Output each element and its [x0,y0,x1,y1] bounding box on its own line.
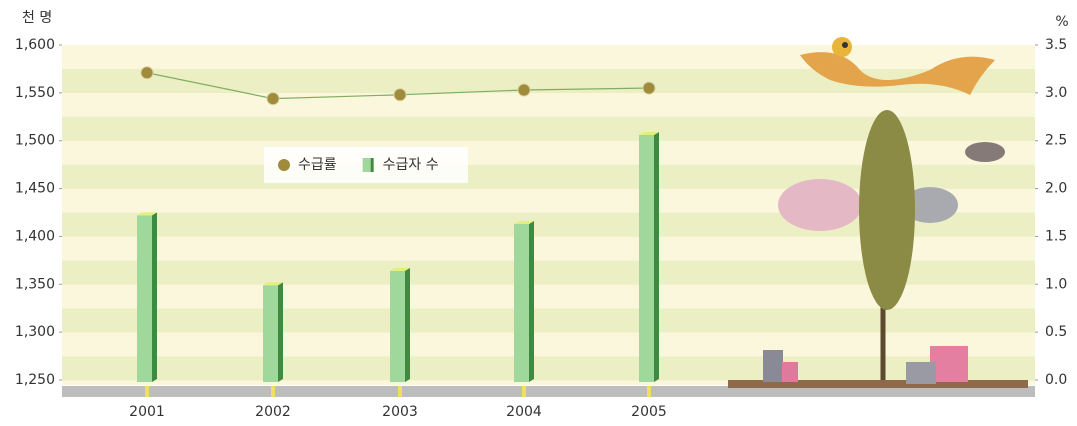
point [266,92,280,106]
y2-tick-label: 3.0 [1045,85,1067,101]
point [517,83,531,97]
bar [137,215,152,382]
bar-top [263,282,283,286]
y-tick-label: 1,350 [15,276,55,292]
legend-label: 수급자 수 [383,157,439,173]
y2-tick-label: 3.5 [1045,37,1067,53]
stripe [62,356,1035,381]
y-tick-label: 1,600 [15,37,55,53]
point [642,81,656,95]
bar-side [654,131,659,382]
y-tick-label: 1,250 [15,372,55,388]
legend-marker [362,158,371,172]
bar-top [390,267,410,271]
legend-label: 수급률 [298,157,337,173]
stripe [62,308,1035,333]
bar-top [639,131,659,135]
x-tick-label: 2001 [129,404,165,420]
y2-unit: % [1055,14,1068,30]
y2-tick-label: 0.0 [1045,372,1067,388]
bar [263,285,278,382]
illustration [728,37,1028,388]
point [140,66,154,80]
bar [514,223,529,382]
y-tick-label: 1,550 [15,85,55,101]
x-tick [647,386,651,397]
x-tick [145,386,149,397]
bar [639,134,654,382]
y2-tick-label: 1.0 [1045,276,1067,292]
y2-tick-label: 0.5 [1045,324,1067,340]
y-unit: 천 명 [22,10,52,26]
y2-tick-label: 2.5 [1045,133,1067,149]
point [393,88,407,102]
x-tick-label: 2002 [255,404,291,420]
legend-marker [278,159,290,171]
y-tick-label: 1,500 [15,133,55,149]
y-tick-label: 1,300 [15,324,55,340]
x-tick [522,386,526,397]
x-tick-label: 2004 [506,404,542,420]
x-tick [271,386,275,397]
y-tick-label: 1,400 [15,228,55,244]
bar-side [152,212,157,382]
bar [390,270,405,382]
bar-top [514,220,534,224]
x-tick-label: 2003 [382,404,418,420]
bar-side [278,282,283,382]
x-tick-label: 2005 [631,404,667,420]
y2-tick-label: 2.0 [1045,181,1067,197]
y-tick-label: 1,450 [15,181,55,197]
bar-side [529,220,534,382]
bar-top [137,212,157,216]
baseline-band [62,386,1035,397]
x-tick [398,386,402,397]
legend-marker-side [370,158,374,172]
y2-tick-label: 1.5 [1045,228,1067,244]
legend: 수급률 수급자 수 [264,147,468,183]
stripe [62,116,1035,141]
bar-side [405,267,410,382]
